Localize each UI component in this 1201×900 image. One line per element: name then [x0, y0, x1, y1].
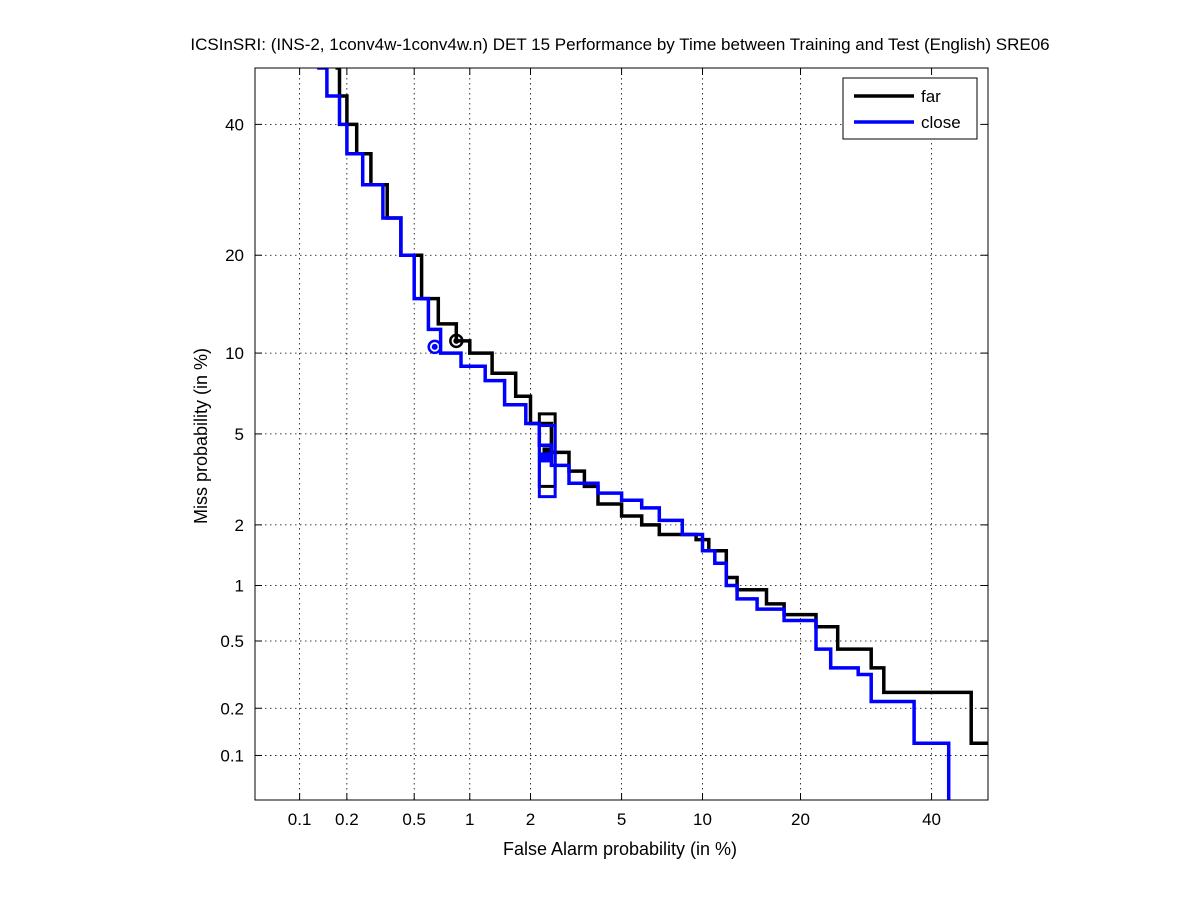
y-axis-label: Miss probability (in %) [191, 348, 211, 524]
legend-label-close: close [921, 113, 961, 132]
x-axis-label: False Alarm probability (in %) [503, 839, 737, 859]
confidence-box-close [537, 424, 557, 499]
chart-title: ICSInSRI: (INS-2, 1conv4w-1conv4w.n) DET… [190, 35, 1049, 54]
x-tick-label: 40 [922, 810, 941, 829]
act-dcf-marker-close [540, 452, 551, 463]
min-dcf-marker-far [449, 333, 464, 349]
y-tick-label: 0.1 [220, 746, 244, 765]
act-dcf-marker-far [542, 447, 553, 458]
y-tick-label: 40 [225, 115, 244, 134]
y-tick-label: 0.2 [220, 699, 244, 718]
x-tick-label: 1 [465, 810, 474, 829]
min-dcf-marker-close [427, 339, 442, 355]
x-tick-label: 0.1 [288, 810, 312, 829]
x-tick-label: 10 [693, 810, 712, 829]
x-tick-label: 20 [791, 810, 810, 829]
x-axis-ticks: 0.1 0.2 0.5 1 2 5 10 20 40 [288, 68, 941, 829]
y-tick-label: 5 [235, 425, 244, 444]
y-tick-label: 0.5 [220, 632, 244, 651]
series-line-close [317, 68, 951, 800]
x-tick-label: 0.2 [335, 810, 359, 829]
series-close [317, 68, 951, 800]
x-tick-label: 2 [526, 810, 535, 829]
y-axis-ticks: 0.1 0.2 0.5 1 2 5 10 20 40 [220, 115, 988, 765]
min-dcf-dot-close [431, 343, 438, 350]
y-tick-label: 10 [225, 344, 244, 363]
y-tick-label: 1 [235, 577, 244, 596]
x-tick-label: 0.5 [402, 810, 426, 829]
y-tick-label: 20 [225, 246, 244, 265]
min-dcf-dot-far [453, 337, 460, 344]
series-layer [317, 68, 988, 800]
grid [255, 68, 988, 800]
legend-label-far: far [921, 87, 941, 106]
legend-box [842, 77, 978, 140]
y-tick-label: 2 [235, 516, 244, 535]
legend: far close [842, 77, 978, 140]
x-tick-label: 5 [617, 810, 626, 829]
